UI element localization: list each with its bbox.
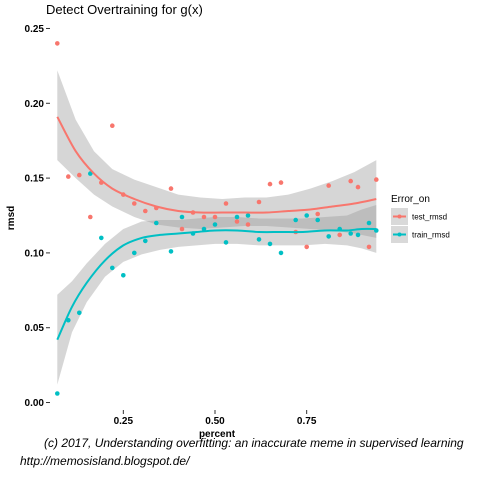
point-test_rmsd-23	[315, 211, 321, 217]
y-tick-label: 0.25	[25, 24, 45, 35]
point-train_rmsd-3	[88, 171, 93, 176]
point-train_rmsd-19	[267, 241, 273, 247]
point-train_rmsd-8	[143, 238, 148, 244]
smooth-line-test_rmsd	[56, 116, 377, 214]
point-train_rmsd-28	[366, 220, 372, 226]
point-train_rmsd-6	[121, 273, 126, 278]
y-axis-label: rmsd	[6, 206, 17, 230]
legend: Error_on test_rmsd train_rmsd	[391, 194, 450, 243]
point-test_rmsd-13	[201, 214, 207, 220]
x-axis-label: percent	[199, 429, 236, 440]
confidence-band-test_rmsd	[57, 70, 377, 238]
point-train_rmsd-5	[110, 265, 115, 271]
point-test_rmsd-22	[304, 244, 310, 250]
point-test_rmsd-28	[366, 244, 372, 250]
y-tick-label: 0.20	[25, 99, 45, 110]
point-test_rmsd-10	[168, 186, 174, 191]
point-train_rmsd-4	[99, 235, 104, 241]
point-train_rmsd-11	[179, 214, 185, 220]
point-test_rmsd-26	[348, 178, 354, 184]
point-test_rmsd-17	[245, 222, 251, 227]
point-train_rmsd-26	[348, 231, 354, 236]
y-axis: 0.00 0.05 0.10 0.15 0.20 0.25	[25, 24, 50, 409]
point-test_rmsd-24	[326, 183, 332, 188]
y-tick-label: 0.10	[25, 248, 45, 259]
x-axis: 0.25 0.50 0.75	[114, 410, 317, 427]
point-test_rmsd-3	[88, 214, 93, 220]
chart-title: Detect Overtraining for g(x)	[46, 2, 203, 17]
point-test_rmsd-15	[223, 201, 229, 206]
point-test_rmsd-0	[55, 41, 60, 46]
smooth-line-train_rmsd	[56, 227, 377, 341]
point-test_rmsd-11	[179, 226, 185, 232]
y-tick-label: 0.05	[25, 323, 45, 334]
point-test_rmsd-5	[110, 123, 115, 128]
legend-key-point-test_rmsd	[397, 214, 402, 219]
legend-title: Error_on	[391, 194, 430, 205]
legend-key-point-train_rmsd	[397, 232, 402, 237]
legend-label-test_rmsd: test_rmsd	[412, 213, 447, 222]
point-test_rmsd-19	[267, 181, 273, 187]
point-train_rmsd-17	[245, 213, 251, 218]
x-tick-label: 0.25	[114, 416, 134, 427]
x-tick-label: 0.50	[205, 416, 225, 427]
plot-area	[55, 41, 379, 396]
point-train_rmsd-2	[77, 310, 82, 316]
point-test_rmsd-7	[132, 201, 137, 206]
point-test_rmsd-27	[355, 184, 361, 190]
point-test_rmsd-8	[143, 208, 148, 214]
point-train_rmsd-9	[154, 220, 159, 226]
point-test_rmsd-2	[77, 172, 82, 178]
legend-label-train_rmsd: train_rmsd	[412, 231, 450, 240]
point-test_rmsd-25	[337, 232, 343, 238]
point-train_rmsd-20	[278, 250, 284, 256]
caption-copyright: (c) 2017, Understanding overfitting: an …	[44, 436, 464, 450]
point-train_rmsd-24	[326, 234, 332, 239]
point-train_rmsd-23	[315, 217, 321, 223]
point-train_rmsd-7	[132, 250, 137, 256]
point-train_rmsd-18	[256, 237, 262, 242]
y-tick-label: 0.00	[25, 398, 45, 409]
caption-url: http://memosisland.blogspot.de/	[20, 454, 190, 468]
point-train_rmsd-15	[223, 240, 229, 245]
point-train_rmsd-13	[201, 226, 207, 232]
y-tick-label: 0.15	[25, 174, 45, 185]
point-test_rmsd-29	[374, 177, 379, 182]
point-test_rmsd-16	[234, 219, 240, 224]
point-test_rmsd-14	[212, 214, 218, 220]
confidence-band-train_rmsd	[57, 205, 377, 385]
point-train_rmsd-10	[168, 249, 174, 254]
point-test_rmsd-20	[278, 180, 284, 185]
point-test_rmsd-1	[66, 174, 71, 179]
point-train_rmsd-16	[234, 214, 240, 220]
point-train_rmsd-14	[212, 222, 218, 227]
point-train_rmsd-22	[304, 213, 310, 218]
point-train_rmsd-0	[55, 391, 60, 396]
point-train_rmsd-27	[355, 232, 361, 238]
x-tick-label: 0.75	[297, 416, 317, 427]
point-test_rmsd-18	[256, 199, 262, 205]
point-train_rmsd-21	[293, 217, 299, 223]
